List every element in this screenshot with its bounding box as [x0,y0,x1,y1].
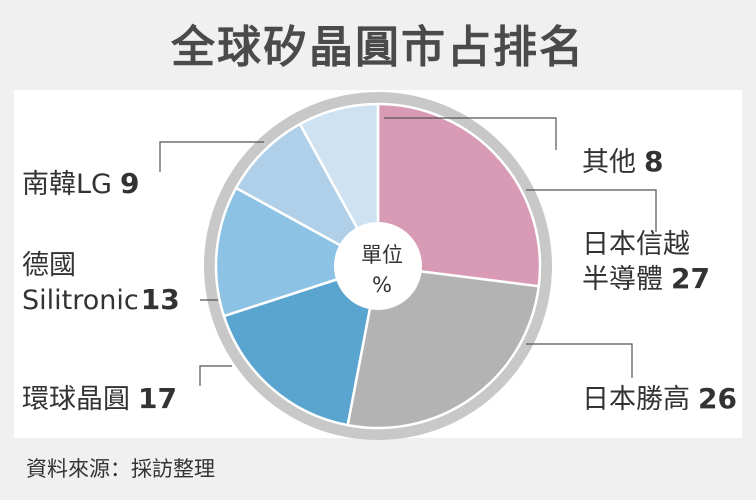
chart-title: 全球矽晶圓市占排名 [171,22,585,73]
label-other-name: 其他 [582,147,636,178]
source-note: 資料來源：採訪整理 [26,457,215,481]
label-globalwafers: 環球晶圓 17 [22,382,177,417]
label-globalwafers-value: 17 [138,382,177,415]
center-label-unit: 單位 [361,243,403,267]
label-globalwafers-name: 環球晶圓 [22,384,130,415]
pie-center-hole [334,222,422,310]
label-shinetsu-line1: 日本信越 [582,229,690,260]
leader-sumco [526,343,633,378]
leader-other [384,117,557,150]
label-other-value: 8 [644,145,664,178]
leader-shinetsu [526,189,657,232]
pie-slice-siltronic [214,186,382,318]
label-lg-value: 9 [119,167,140,200]
pie-slice-sumco [346,264,541,430]
label-other: 其他 8 [582,145,663,180]
label-sumco-name: 日本勝高 [582,384,690,415]
label-lg-name: 南韓LG [22,169,112,200]
title-bar: 全球矽晶圓市占排名 [0,0,756,86]
label-sumco: 日本勝高 26 [582,382,737,417]
label-siltronic-line2: Silitronic [22,285,139,316]
pie-slice-globalwafers [222,264,380,427]
pie-slice-lg [234,122,382,270]
label-sumco-value: 26 [698,382,737,415]
leader-lg [159,141,264,172]
label-shinetsu-value: 27 [671,262,710,295]
pie-slice-shinetsu [376,102,542,288]
label-shinetsu: 日本信越 半導體 27 [582,228,710,297]
label-siltronic: 德國 Silitronic13 [22,249,180,318]
pie-slice-other [298,102,380,267]
center-label: 單位 % [338,240,426,300]
leader-globalwafers [199,365,232,386]
label-shinetsu-line2: 半導體 [582,264,663,295]
label-siltronic-line1: 德國 [22,250,76,281]
center-label-percent: % [372,273,392,297]
label-lg: 南韓LG 9 [22,167,139,202]
label-siltronic-value: 13 [140,283,180,316]
